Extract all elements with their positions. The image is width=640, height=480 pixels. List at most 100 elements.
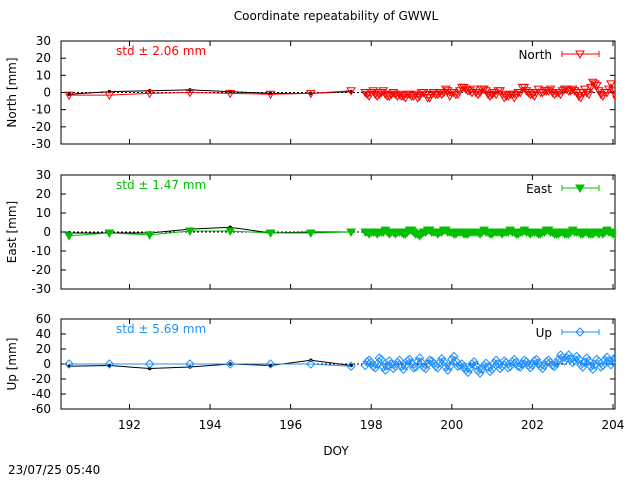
hf-series-marker <box>487 364 497 374</box>
std-label: std ± 5.69 mm <box>116 322 206 336</box>
y-tick-label: 30 <box>36 34 51 48</box>
hf-series-marker <box>617 360 625 368</box>
hf-series-marker <box>610 230 615 239</box>
hf-series-marker <box>569 87 580 96</box>
x-tick-label: 200 <box>440 418 463 432</box>
hf-series-marker <box>515 89 526 98</box>
hf-series-marker <box>610 90 615 100</box>
hf-series-marker <box>370 363 380 373</box>
y-tick-label: 20 <box>36 51 51 65</box>
daily-series-marker <box>306 359 316 369</box>
hf-series-marker <box>509 354 519 365</box>
y-tick-label: 40 <box>36 327 51 341</box>
hf-series-marker <box>380 90 391 100</box>
y-tick-label: 20 <box>36 342 51 356</box>
y-tick-label: 10 <box>36 68 51 82</box>
daily-series-line <box>69 363 352 367</box>
hf-series-marker <box>485 92 495 101</box>
hf-series-marker <box>629 359 637 367</box>
hf-series-marker <box>610 353 615 363</box>
hf-series-marker <box>396 361 407 371</box>
daily-black-point <box>349 363 353 368</box>
hf-series-marker <box>539 360 550 371</box>
hf-series-marker <box>581 89 592 98</box>
hf-series-marker <box>582 353 592 363</box>
hf-series-marker <box>629 91 637 98</box>
hf-series-marker <box>561 85 572 95</box>
hf-series-marker <box>612 228 615 234</box>
hf-series-marker <box>481 358 491 368</box>
hf-series-marker <box>412 94 423 103</box>
daily-series-marker <box>185 227 195 237</box>
hf-series-marker <box>503 92 514 101</box>
hf-series-marker <box>469 357 479 367</box>
hf-series-marker <box>527 90 538 100</box>
daily-series-marker <box>225 227 236 237</box>
hf-series-marker <box>621 95 629 102</box>
y-tick-label: -30 <box>31 137 51 151</box>
std-label: std ± 2.06 mm <box>116 44 206 58</box>
hf-series-marker <box>549 361 560 371</box>
hf-series-marker <box>608 357 615 367</box>
hf-series-marker <box>439 357 449 367</box>
daily-series-marker <box>144 89 155 99</box>
hf-series-marker <box>537 89 548 98</box>
daily-series-marker <box>265 359 276 369</box>
hf-series-marker <box>553 89 564 98</box>
hf-series-marker <box>631 229 639 236</box>
hf-series-marker <box>604 85 614 95</box>
hf-series-marker <box>457 359 467 369</box>
hf-series-marker <box>570 355 580 365</box>
hf-series-marker <box>531 354 542 365</box>
hf-series-marker <box>442 87 453 96</box>
hf-series-marker <box>404 90 415 100</box>
hf-series-marker <box>625 353 633 361</box>
hf-series-marker <box>619 364 627 372</box>
legend-marker <box>575 327 585 337</box>
daily-series-marker <box>265 90 276 100</box>
legend-label: Up <box>536 326 552 340</box>
plot-area <box>61 225 640 241</box>
hf-series-marker <box>443 365 453 375</box>
hf-series-marker <box>489 89 499 98</box>
hf-series-marker <box>612 353 615 359</box>
hf-series-marker <box>563 350 574 360</box>
hf-series-marker <box>499 94 510 103</box>
hf-series-marker <box>408 363 419 373</box>
hf-series-marker <box>621 229 629 236</box>
hf-series-marker <box>376 354 387 365</box>
hf-series-marker <box>633 91 640 98</box>
hf-series-marker <box>390 361 401 371</box>
y-tick-label: 0 <box>43 225 51 239</box>
y-tick-label: -30 <box>31 282 51 296</box>
x-tick-label: 194 <box>199 418 222 432</box>
x-tick-label: 196 <box>279 418 302 432</box>
hf-series-marker <box>574 354 584 365</box>
daily-series-marker <box>225 89 236 99</box>
hf-series-marker <box>537 363 548 374</box>
hf-series-marker <box>602 352 612 362</box>
hf-series-marker <box>398 92 409 101</box>
daily-series-marker <box>185 89 195 98</box>
hf-series-marker <box>513 361 524 371</box>
daily-series-marker <box>144 231 155 240</box>
hf-series-marker <box>583 90 594 100</box>
hf-series-marker <box>635 231 640 238</box>
hf-series-marker <box>408 92 419 101</box>
hf-series-marker <box>606 80 615 89</box>
plot-area <box>61 78 640 103</box>
hf-series-marker <box>623 93 631 100</box>
hf-series-marker <box>635 93 640 100</box>
hf-series-marker <box>627 90 635 97</box>
hf-series-marker <box>529 356 540 366</box>
hf-series-marker <box>621 362 629 370</box>
y-axis-label: East [mm] <box>5 201 19 263</box>
hf-series-marker <box>629 229 637 236</box>
hf-series-marker <box>635 353 640 361</box>
hf-series-marker <box>445 361 455 371</box>
daily-series-marker <box>185 359 195 369</box>
hf-series-marker <box>614 228 615 230</box>
hf-series-marker <box>360 360 370 371</box>
legend-label: North <box>518 48 552 62</box>
